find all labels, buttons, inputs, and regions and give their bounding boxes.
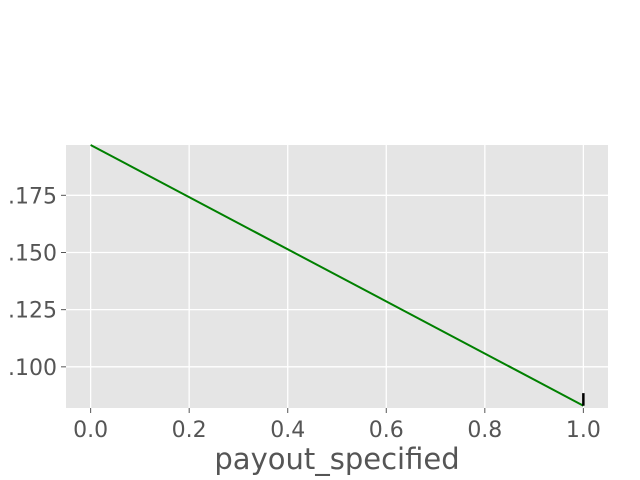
y-tick-label: .175 xyxy=(8,184,57,209)
x-tick-label: 0.4 xyxy=(270,418,305,443)
series-layer xyxy=(90,144,585,407)
y-axis-ticks: .100 .125 .150 .175 xyxy=(8,184,66,381)
x-tick-label: 0.8 xyxy=(467,418,502,443)
x-axis-ticks: 0.0 0.2 0.4 0.6 0.8 1.0 xyxy=(73,408,601,443)
gridlines xyxy=(66,145,608,408)
plot-area xyxy=(66,145,608,408)
x-axis-label: payout_specified xyxy=(214,442,459,476)
y-tick-label: .150 xyxy=(8,241,57,266)
y-tick-label: .125 xyxy=(8,299,57,324)
y-tick-label: .100 xyxy=(8,356,57,381)
x-tick-label: 0.6 xyxy=(369,418,404,443)
x-tick-label: 0.0 xyxy=(73,418,108,443)
x-tick-label: 1.0 xyxy=(566,418,601,443)
x-tick-label: 0.2 xyxy=(172,418,207,443)
series-line xyxy=(90,144,584,407)
